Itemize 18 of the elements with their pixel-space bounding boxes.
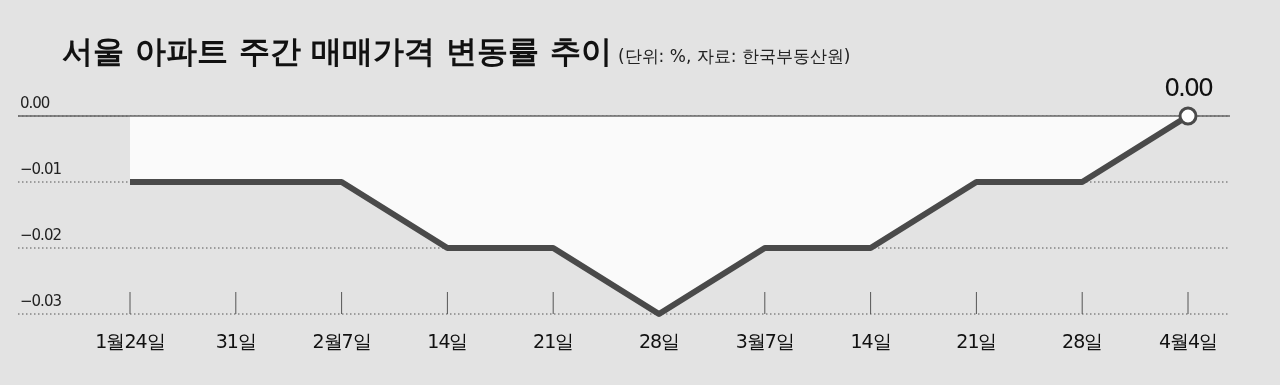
- x-tick-label: 28일: [1062, 330, 1103, 352]
- x-tick-label: 31일: [215, 330, 256, 352]
- chart-subtitle: (단위: %, 자료: 한국부동산원): [617, 46, 851, 66]
- data-label: 0.00: [1164, 73, 1213, 102]
- y-tick-label: −0.03: [20, 292, 62, 310]
- y-tick-label: −0.01: [20, 160, 62, 178]
- x-tick-label: 4월4일: [1158, 330, 1218, 352]
- x-tick-label: 14일: [427, 330, 468, 352]
- y-tick-label: −0.02: [20, 226, 62, 244]
- x-tick-label: 21일: [956, 330, 997, 352]
- x-tick-label: 28일: [638, 330, 680, 352]
- x-tick-label: 2월7일: [312, 330, 371, 352]
- x-tick-label: 14일: [850, 330, 891, 352]
- x-tick-label: 1월24일: [95, 330, 165, 352]
- chart-title: 서울 아파트 주간 매매가격 변동률 추이: [62, 33, 612, 69]
- x-tick-label: 3월7일: [735, 330, 794, 352]
- x-tick-label: 21일: [533, 330, 574, 352]
- y-tick-label: 0.00: [20, 94, 50, 112]
